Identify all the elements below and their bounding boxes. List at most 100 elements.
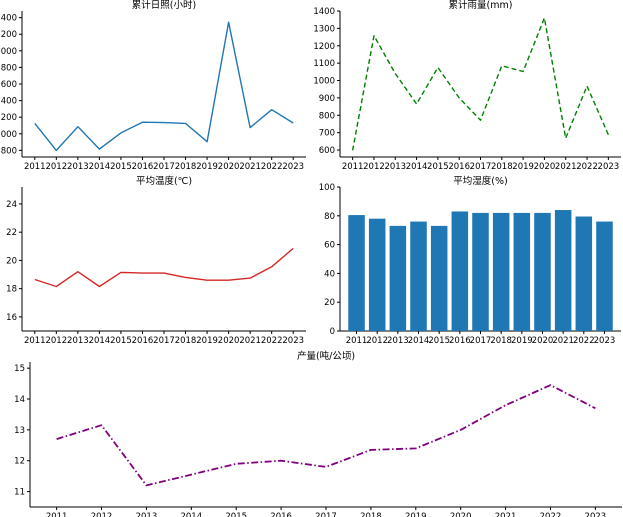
x-tick-label: 2015 — [110, 336, 132, 346]
x-tick-label: 2012 — [366, 336, 388, 346]
x-tick-label: 2020 — [218, 336, 240, 346]
y-tick-label: 1300 — [313, 24, 335, 34]
x-tick-label: 2018 — [175, 162, 197, 172]
y-tick-label: 40 — [324, 269, 335, 279]
x-tick-label: 2022 — [540, 512, 562, 517]
series-line — [34, 247, 294, 288]
bar-2019 — [513, 212, 531, 331]
y-tick-label: 20 — [6, 256, 17, 266]
x-tick-label: 2017 — [470, 336, 492, 346]
y-tick-label: 2000 — [0, 47, 17, 57]
bar-2023 — [596, 221, 613, 331]
y-tick-label: 1000 — [313, 77, 335, 87]
y-tick-label: 20 — [324, 298, 335, 308]
x-tick-label: 2011 — [346, 336, 368, 346]
x-tick-label: 2019 — [196, 162, 218, 172]
x-tick-label: 2013 — [67, 336, 89, 346]
y-tick-label: 1800 — [0, 63, 17, 73]
x-tick-label: 2022 — [261, 162, 283, 172]
y-tick-label: 12 — [14, 457, 25, 467]
y-tick-label: 100 — [319, 183, 335, 193]
series-line — [34, 21, 294, 152]
x-tick-label: 2018 — [360, 512, 382, 517]
x-tick-label: 2016 — [132, 336, 154, 346]
x-tick-label: 2020 — [534, 162, 556, 172]
x-tick-label: 2018 — [491, 162, 513, 172]
chart-humidity: 平均湿度(%) 0 20 40 60 80 100 2011 2012 2013 2014 2015 2… — [319, 175, 621, 346]
x-tick-label: 2012 — [45, 162, 67, 172]
chart-title: 平均温度(℃) — [136, 175, 192, 187]
y-tick-label: 1200 — [0, 113, 17, 123]
y-tick-label: 80 — [324, 212, 335, 222]
x-tick-label: 2017 — [470, 162, 492, 172]
x-tick-label: 2012 — [45, 336, 67, 346]
x-tick-label: 2021 — [495, 512, 517, 517]
y-tick-label: 800 — [319, 111, 335, 121]
x-tick-label: 2018 — [175, 336, 197, 346]
x-tick-label: 2012 — [91, 512, 113, 517]
x-tick-label: 2016 — [132, 162, 154, 172]
chart-title: 平均湿度(%) — [453, 175, 507, 187]
x-tick-label: 2021 — [239, 162, 261, 172]
x-tick-label: 2019 — [512, 162, 534, 172]
x-tick-label: 2011 — [342, 162, 364, 172]
chart-yield: 产量(吨/公顷) 11 12 13 14 15 2011 2012 2013 2014 2015 20… — [14, 350, 622, 517]
x-tick-label: 2020 — [450, 512, 472, 517]
x-tick-label: 2017 — [315, 512, 337, 517]
x-tick-label: 2023 — [594, 336, 616, 346]
bar-2013 — [389, 225, 407, 331]
x-tick-label: 2019 — [511, 336, 533, 346]
bar-2012 — [368, 218, 386, 331]
x-tick-label: 2018 — [490, 336, 512, 346]
chart-title: 产量(吨/公顷) — [297, 350, 355, 362]
x-tick-label: 2019 — [405, 512, 427, 517]
y-tick-label: 11 — [14, 488, 25, 498]
x-tick-label: 2022 — [573, 336, 595, 346]
x-tick-label: 2015 — [225, 512, 247, 517]
x-tick-label: 2011 — [46, 512, 68, 517]
x-tick-label: 2013 — [67, 162, 89, 172]
y-tick-label: 60 — [324, 241, 335, 251]
bar-2014 — [410, 221, 427, 331]
x-tick-label: 2014 — [408, 336, 430, 346]
y-tick-label: 16 — [6, 313, 17, 323]
x-tick-label: 2011 — [24, 162, 46, 172]
series-line — [351, 17, 610, 151]
y-tick-label: 14 — [14, 395, 25, 405]
x-tick-label: 2015 — [427, 162, 449, 172]
x-tick-label: 2014 — [406, 162, 428, 172]
y-tick-label: 600 — [319, 146, 335, 156]
y-tick-label: 1200 — [313, 42, 335, 52]
y-tick-label: 800 — [1, 146, 17, 156]
x-tick-label: 2016 — [270, 512, 292, 517]
series-line — [56, 384, 596, 487]
y-tick-label: 24 — [6, 200, 17, 210]
x-tick-label: 2020 — [532, 336, 554, 346]
x-tick-label: 2013 — [136, 512, 158, 517]
x-tick-label: 2013 — [387, 336, 409, 346]
x-tick-label: 2020 — [218, 162, 240, 172]
x-tick-label: 2023 — [282, 162, 304, 172]
x-tick-label: 2011 — [24, 336, 46, 346]
y-tick-label: 0 — [330, 327, 335, 337]
y-tick-label: 1100 — [313, 59, 335, 69]
x-tick-label: 2014 — [89, 162, 111, 172]
x-tick-label: 2017 — [153, 336, 175, 346]
x-tick-label: 2015 — [428, 336, 450, 346]
y-tick-label: 1600 — [0, 80, 17, 90]
x-tick-label: 2021 — [555, 162, 577, 172]
bar-2020 — [534, 212, 551, 331]
x-tick-label: 2013 — [384, 162, 406, 172]
bar-2017 — [472, 212, 489, 331]
bar-2018 — [492, 212, 510, 331]
chart-title: 累计雨量(mm) — [449, 0, 513, 11]
x-tick-label: 2022 — [261, 336, 283, 346]
y-tick-label: 18 — [6, 285, 17, 295]
x-tick-label: 2021 — [552, 336, 574, 346]
x-tick-label: 2017 — [153, 162, 175, 172]
x-tick-label: 2022 — [576, 162, 598, 172]
x-tick-label: 2023 — [585, 512, 607, 517]
bar-2015 — [430, 225, 448, 331]
